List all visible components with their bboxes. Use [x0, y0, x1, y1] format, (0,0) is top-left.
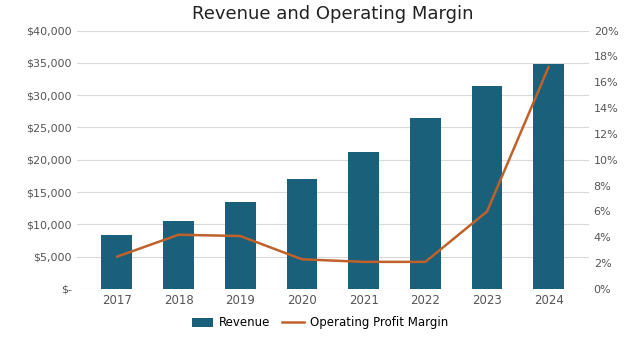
Operating Profit Margin: [483, 209, 491, 214]
Operating Profit Margin: [545, 65, 552, 69]
Operating Profit Margin: [113, 255, 121, 259]
Bar: [410, 118, 441, 289]
Bar: [533, 64, 564, 289]
Bar: [287, 178, 317, 289]
Operating Profit Margin: [298, 257, 306, 261]
Bar: [348, 152, 379, 289]
Operating Profit Margin: [360, 260, 367, 264]
Legend: Revenue, Operating Profit Margin: Revenue, Operating Profit Margin: [188, 312, 452, 334]
Operating Profit Margin: [175, 233, 182, 237]
Operating Profit Margin: [236, 234, 244, 238]
Operating Profit Margin: [422, 260, 429, 264]
Title: Revenue and Operating Margin: Revenue and Operating Margin: [192, 5, 474, 23]
Bar: [225, 202, 256, 289]
Bar: [163, 221, 194, 289]
Line: Operating Profit Margin: Operating Profit Margin: [117, 67, 548, 262]
Bar: [102, 235, 132, 289]
Bar: [472, 86, 502, 289]
